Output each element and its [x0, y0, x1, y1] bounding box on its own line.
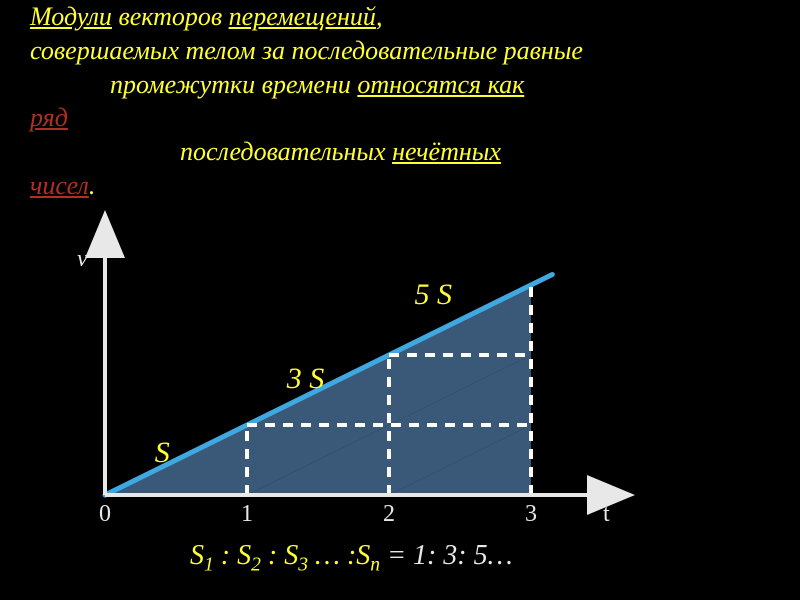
x-tick-label: 2: [383, 501, 395, 528]
formula-sub3: 3: [298, 555, 308, 576]
area-label: S: [155, 436, 170, 470]
formula-S1: S: [190, 540, 204, 571]
y-axis-name: v: [77, 246, 88, 273]
ratio-formula: S1 : S2 : S3 … :Sn = 1: 3: 5…: [190, 540, 513, 577]
area-label: 3 S: [287, 362, 325, 396]
velocity-time-chart: [0, 0, 800, 600]
formula-dots: … :: [308, 540, 356, 571]
x-tick-label: 3: [525, 501, 537, 528]
formula-sub2: 2: [251, 555, 261, 576]
x-tick-label: 1: [241, 501, 253, 528]
formula-sub1: 1: [204, 555, 214, 576]
formula-subn: n: [370, 555, 380, 576]
formula-S2: S: [237, 540, 251, 571]
formula-colon2: :: [261, 540, 284, 571]
formula-colon1: :: [214, 540, 237, 571]
formula-Sn: S: [356, 540, 370, 571]
formula-S3: S: [284, 540, 298, 571]
x-tick-label: 0: [99, 501, 111, 528]
area-label: 5 S: [415, 278, 453, 312]
x-axis-name: t: [603, 501, 610, 528]
formula-eq: =: [380, 540, 413, 571]
formula-rhs: 1: 3: 5…: [413, 540, 513, 571]
